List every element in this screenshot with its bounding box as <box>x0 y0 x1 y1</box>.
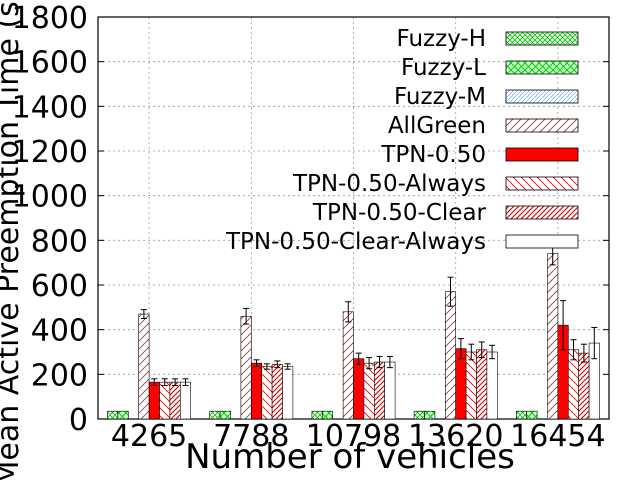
x-axis-label: Number of vehicles <box>185 437 515 477</box>
bar-fuzzy-h-4265 <box>107 410 119 420</box>
bar-fuzzy-h-16454 <box>515 410 527 420</box>
bar-fuzzy-l-13620 <box>424 410 436 420</box>
bar-allgreen-13620 <box>444 291 456 420</box>
bar-tpn-0.50-clear-always-10798 <box>384 361 396 420</box>
x-axis-ticks: 4265 7788 10798 13620 16454 <box>111 413 606 454</box>
y-tick-label: 0 <box>69 403 88 438</box>
y-tick-label: 200 <box>31 358 88 393</box>
bar-tpn-0.50-4265 <box>148 381 160 420</box>
y-tick-label: 1600 <box>12 46 88 81</box>
bar-allgreen-7788 <box>240 315 252 420</box>
y-tick-label: 1800 <box>12 1 88 36</box>
y-tick-label: 400 <box>31 314 88 349</box>
legend-label: AllGreen <box>388 113 486 139</box>
legend-label: TPN-0.50 <box>380 142 486 168</box>
y-tick-label: 600 <box>31 269 88 304</box>
legend-label: TPN-0.50-Clear <box>312 200 487 226</box>
bar-tpn-0.50-always-13620 <box>465 351 477 420</box>
legend-swatch <box>505 60 579 75</box>
y-tick-label: 1200 <box>12 135 88 170</box>
legend-swatch <box>505 89 579 104</box>
bar-tpn-0.50-always-7788 <box>261 366 273 420</box>
legend: Fuzzy-H Fuzzy-L Fuzzy-M AllGreen TPN-0.50 TPN… <box>225 26 579 255</box>
bar-fuzzy-l-16454 <box>526 410 538 420</box>
bar-tpn-0.50-always-4265 <box>159 381 171 420</box>
bar-tpn-0.50-clear-always-4265 <box>180 381 192 420</box>
legend-swatch <box>505 205 579 220</box>
x-tick-label: 13620 <box>408 419 503 454</box>
legend-label: TPN-0.50-Clear-Always <box>225 229 486 255</box>
bar-tpn-0.50-13620 <box>455 348 467 420</box>
legend-label: Fuzzy-H <box>397 26 487 52</box>
bar-tpn-0.50-clear-4265 <box>169 381 181 420</box>
bar-fuzzy-l-10798 <box>321 410 333 420</box>
bar-allgreen-16454 <box>547 253 559 420</box>
x-tick-label: 16454 <box>510 419 605 454</box>
y-tick-label: 1400 <box>12 90 88 125</box>
bar-tpn-0.50-clear-7788 <box>271 363 283 420</box>
y-tick-label: 1000 <box>12 180 88 215</box>
bar-tpn-0.50-clear-16454 <box>578 352 590 420</box>
y-axis-label: Mean Active Preemption Time (s) <box>0 0 26 480</box>
error-bars <box>140 242 598 386</box>
bar-tpn-0.50-clear-always-7788 <box>282 366 294 420</box>
x-tick-label: 10798 <box>306 419 401 454</box>
legend-label: Fuzzy-M <box>394 84 486 110</box>
x-tick-label: 7788 <box>213 419 289 454</box>
bar-tpn-0.50-clear-always-13620 <box>486 351 498 420</box>
y-tick-label: 800 <box>31 224 88 259</box>
legend-label: TPN-0.50-Always <box>292 171 486 197</box>
legend-swatch <box>505 31 579 46</box>
legend-label: Fuzzy-L <box>401 55 486 81</box>
bar-fuzzy-l-7788 <box>219 410 231 420</box>
legend-swatch <box>505 176 579 191</box>
legend-swatch <box>505 118 579 133</box>
legend-swatch <box>505 147 579 162</box>
bar-fuzzy-l-4265 <box>117 410 129 420</box>
legend-swatch <box>505 234 579 249</box>
bar-tpn-0.50-10798 <box>353 358 365 420</box>
bar-allgreen-4265 <box>138 313 150 420</box>
bar-tpn-0.50-7788 <box>251 362 263 420</box>
bar-tpn-0.50-always-10798 <box>363 362 375 420</box>
bar-fuzzy-h-10798 <box>311 410 323 420</box>
y-axis-ticks: 0 200 400 600 800 1000 1200 1400 1600 1800 <box>12 1 609 438</box>
bar-tpn-0.50-clear-13620 <box>476 349 488 420</box>
x-tick-label: 4265 <box>111 419 187 454</box>
bar-fuzzy-h-13620 <box>413 410 425 420</box>
bar-allgreen-10798 <box>342 311 354 420</box>
bar-fuzzy-h-7788 <box>209 410 221 420</box>
bar-tpn-0.50-clear-10798 <box>373 361 385 420</box>
